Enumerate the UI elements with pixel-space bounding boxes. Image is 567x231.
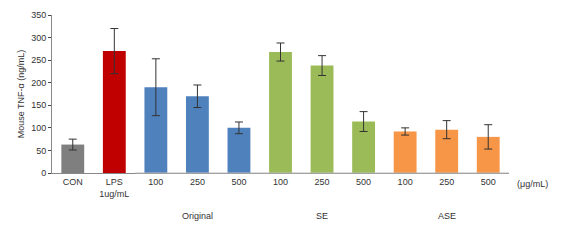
svg-text:500: 500 <box>481 177 496 187</box>
svg-text:500: 500 <box>356 177 371 187</box>
svg-text:Mouse TNF-α (ng/mL): Mouse TNF-α (ng/mL) <box>16 50 26 139</box>
svg-text:500: 500 <box>231 177 246 187</box>
svg-text:100: 100 <box>273 177 288 187</box>
svg-text:150: 150 <box>31 100 46 110</box>
svg-text:50: 50 <box>36 146 46 156</box>
svg-text:250: 250 <box>315 177 330 187</box>
svg-text:LPS1ug/mL: LPS1ug/mL <box>99 177 129 199</box>
svg-text:CON: CON <box>63 177 83 187</box>
svg-text:350: 350 <box>31 10 46 20</box>
svg-text:ASE: ASE <box>438 211 456 221</box>
svg-text:Original: Original <box>182 211 213 221</box>
svg-text:100: 100 <box>148 177 163 187</box>
svg-text:100: 100 <box>31 123 46 133</box>
svg-text:300: 300 <box>31 33 46 43</box>
svg-text:250: 250 <box>439 177 454 187</box>
svg-text:100: 100 <box>398 177 413 187</box>
svg-text:0: 0 <box>41 168 46 178</box>
svg-text:250: 250 <box>31 55 46 65</box>
svg-text:200: 200 <box>31 78 46 88</box>
svg-text:SE: SE <box>316 211 328 221</box>
svg-text:(μg/mL): (μg/mL) <box>517 179 548 189</box>
svg-text:250: 250 <box>190 177 205 187</box>
